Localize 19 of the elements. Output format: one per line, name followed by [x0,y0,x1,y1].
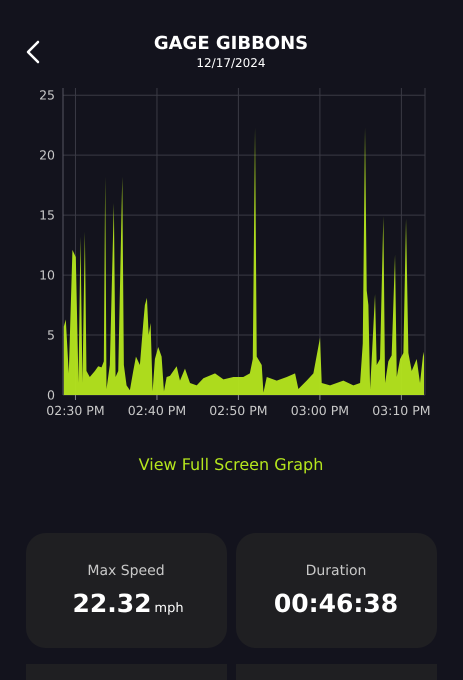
y-tick-label: 10 [39,267,56,282]
y-tick-label: 20 [39,148,56,163]
y-tick-label: 15 [39,207,55,222]
x-tick-label: 02:50 PM [209,403,268,418]
text: 00:46:38 [274,589,398,618]
text: Duration [306,563,366,579]
x-tick-label: 02:30 PM [46,403,105,418]
text: mph [154,601,184,616]
x-tick-label: 03:00 PM [290,403,350,418]
text: 22.32 [72,589,152,618]
text: Max Speed [87,563,165,579]
chart-subtitle: 12/17/2024 [196,56,266,70]
y-tick-label: 5 [47,327,55,342]
y-tick-label: 0 [47,387,56,402]
y-tick-label: 25 [39,88,55,103]
chart-title: GAGE GIBBONS [154,33,308,54]
x-tick-label: 02:40 PM [128,403,186,418]
x-tick-label: 03:10 PM [372,403,431,418]
text: View Full Screen Graph [138,455,324,474]
